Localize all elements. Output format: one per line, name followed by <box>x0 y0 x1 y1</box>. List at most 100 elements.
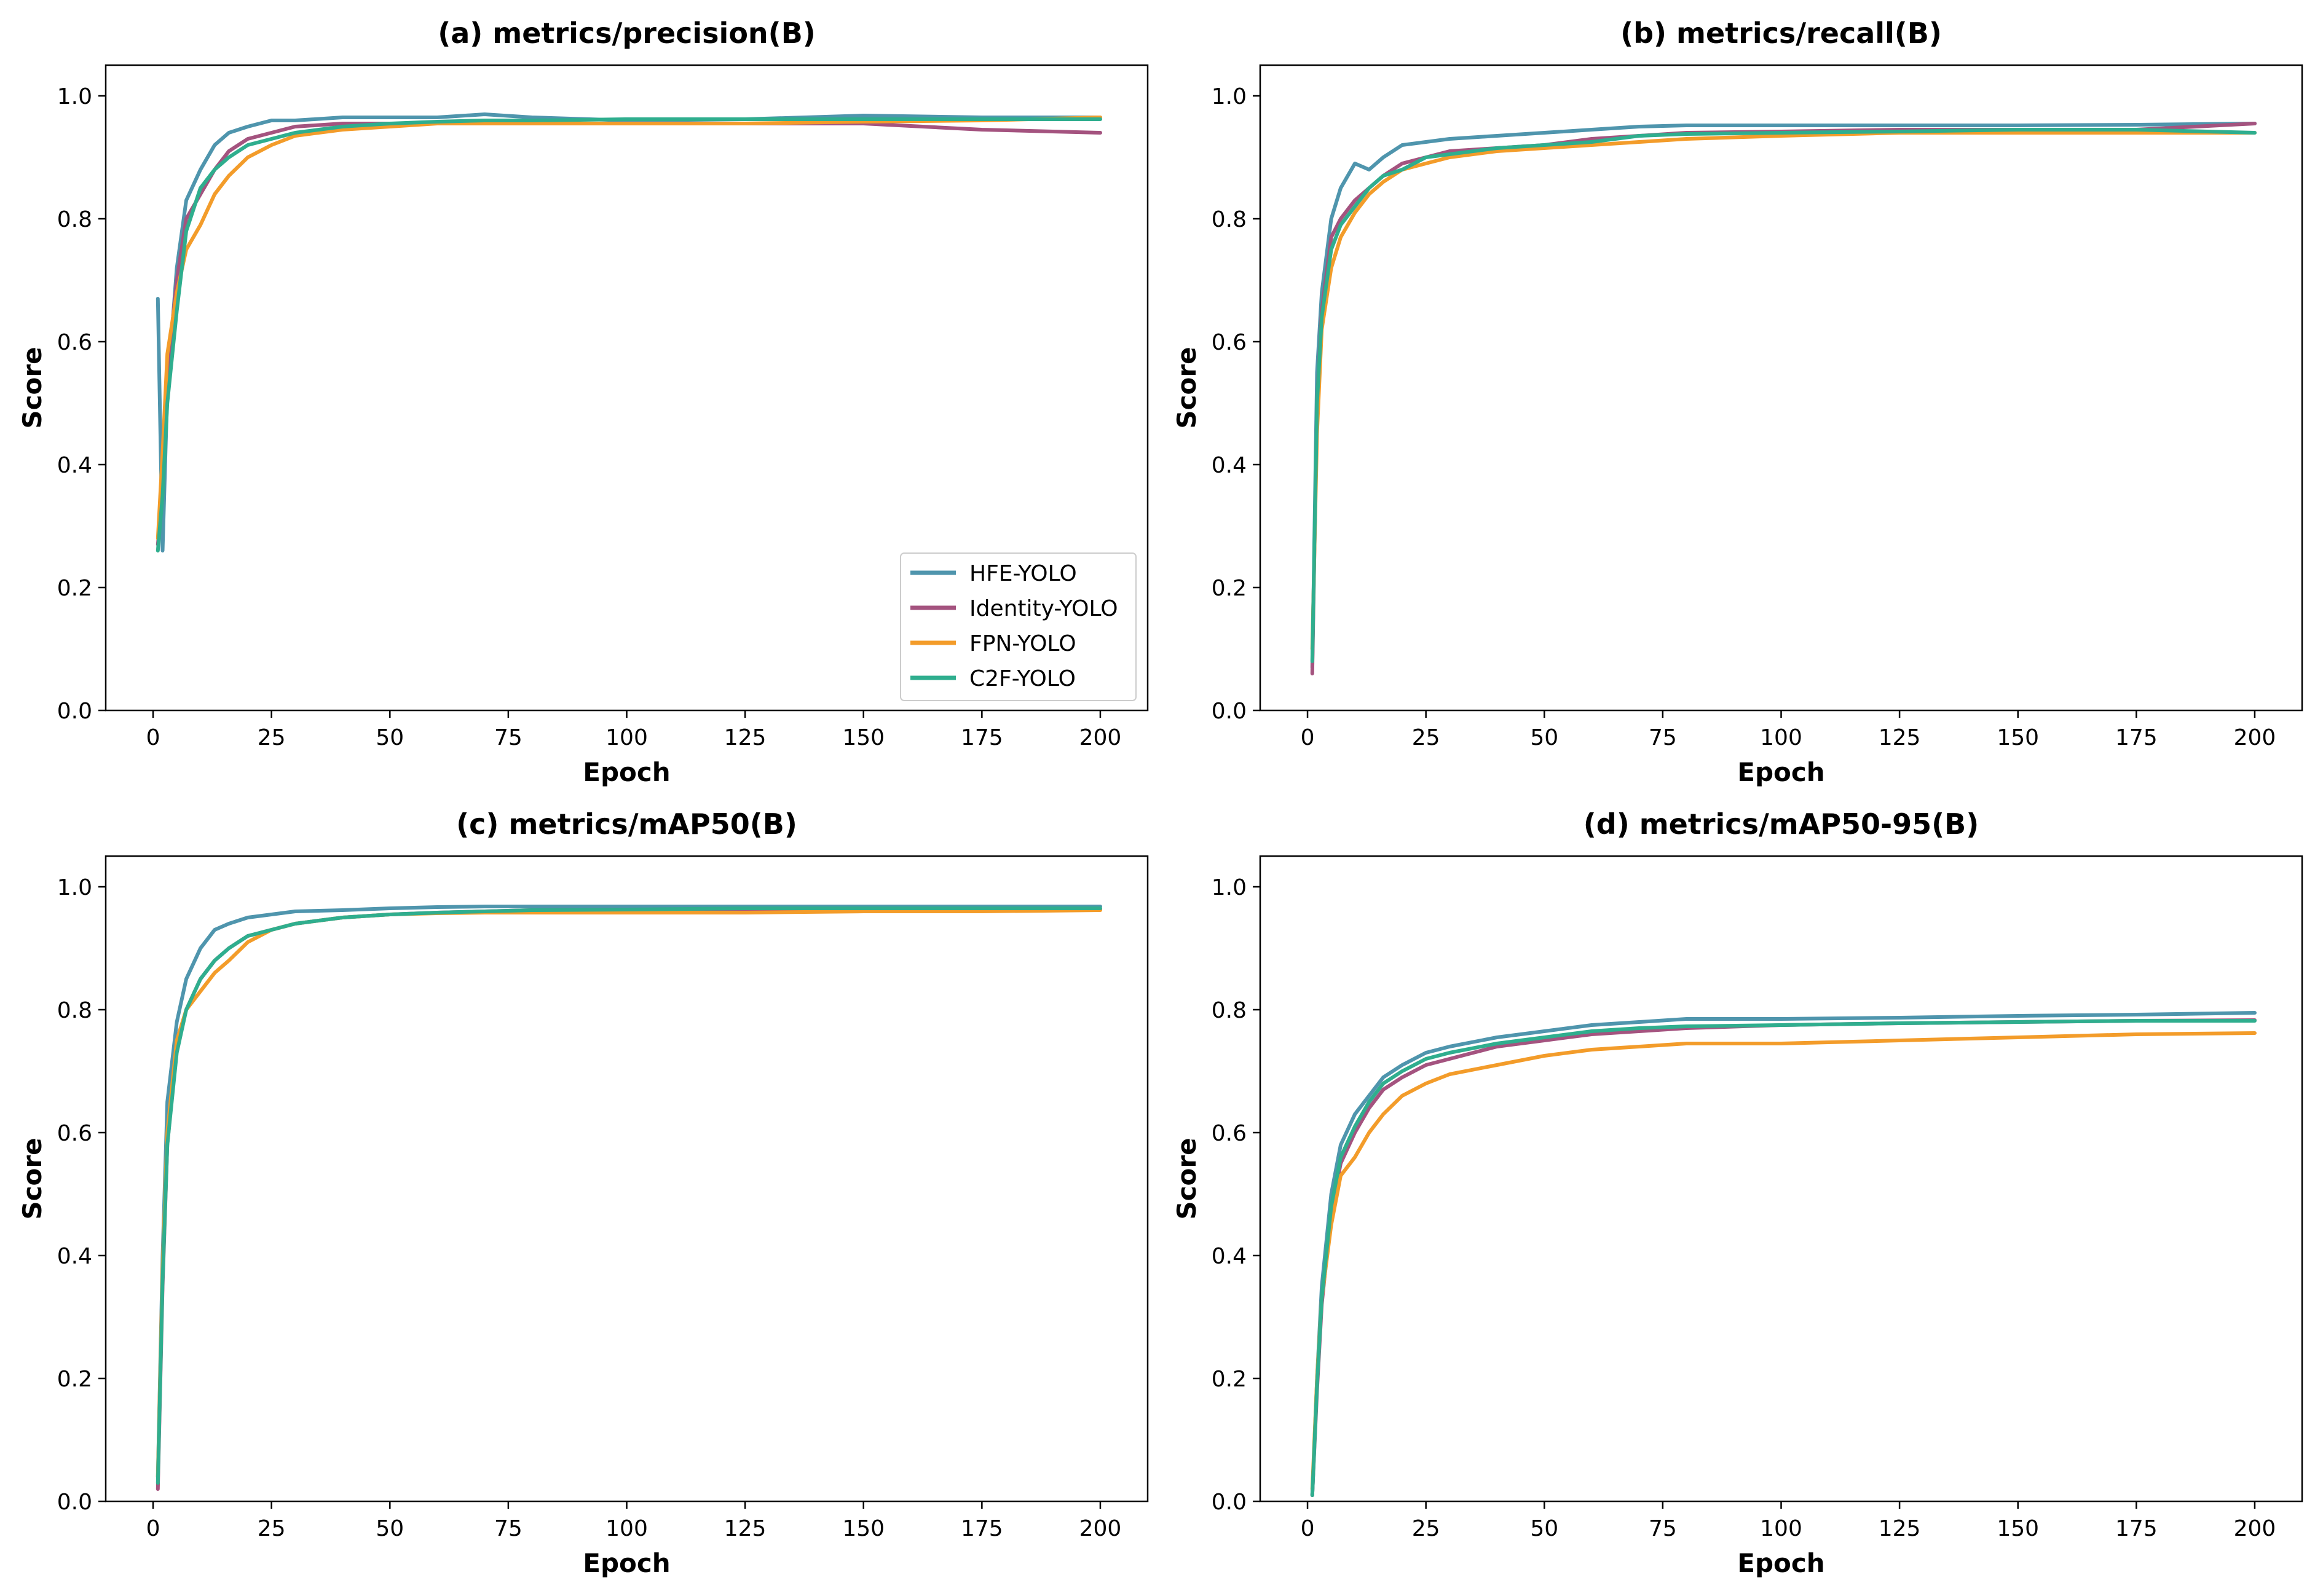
chart-panel-1: (b) metrics/recall(B) 0 25 50 75 100 125 150 175… <box>1172 17 2303 787</box>
series-line-fpn-yolo <box>156 116 1102 540</box>
x-tick-label: 125 <box>724 725 767 750</box>
chart-title: (a) metrics/precision(B) <box>438 17 816 50</box>
y-tick-label: 0.0 <box>57 699 92 724</box>
x-tick-label: 25 <box>1412 725 1440 750</box>
series-line-identity-yolo <box>1310 1018 2257 1497</box>
x-tick-label: 100 <box>1760 1516 1802 1541</box>
y-axis-label: Score <box>17 347 47 428</box>
y-tick-label: 0.8 <box>1212 207 1247 232</box>
y-tick-label: 0.2 <box>1212 576 1247 601</box>
y-axis-label: Score <box>1172 1138 1202 1219</box>
x-tick-label: 150 <box>1997 1516 2039 1541</box>
x-tick-label: 75 <box>494 725 523 750</box>
x-tick-label: 175 <box>961 1516 1003 1541</box>
y-tick-label: 0.6 <box>57 330 92 355</box>
y-tick-label: 0.8 <box>57 998 92 1023</box>
y-tick-label: 0.6 <box>57 1121 92 1146</box>
series-line-hfe-yolo <box>1310 1011 2257 1497</box>
x-axis-label: Epoch <box>583 1548 670 1578</box>
y-tick-label: 1.0 <box>57 84 92 109</box>
series-line-identity-yolo <box>156 908 1102 1491</box>
y-tick-label: 0.6 <box>1212 330 1247 355</box>
legend-label: FPN-YOLO <box>969 631 1076 656</box>
x-axis-label: Epoch <box>1737 757 1824 787</box>
x-tick-label: 50 <box>376 1516 404 1541</box>
chart-panel-0: (a) metrics/precision(B) 0 25 50 75 100 125 150… <box>17 17 1149 787</box>
x-tick-label: 25 <box>1412 1516 1440 1541</box>
series-line-fpn-yolo <box>1310 131 2257 651</box>
y-tick-label: 1.0 <box>1212 84 1247 109</box>
x-tick-label: 200 <box>1079 1516 1122 1541</box>
chart-title: (d) metrics/mAP50-95(B) <box>1584 808 1979 841</box>
x-tick-label: 100 <box>605 725 648 750</box>
legend-label: HFE-YOLO <box>969 561 1077 586</box>
x-tick-label: 150 <box>1997 725 2039 750</box>
x-tick-label: 175 <box>961 725 1003 750</box>
y-tick-label: 0.2 <box>57 576 92 601</box>
x-tick-label: 25 <box>258 1516 286 1541</box>
x-tick-label: 200 <box>1079 725 1122 750</box>
legend-box <box>900 552 1137 701</box>
x-tick-label: 150 <box>842 725 885 750</box>
y-tick-label: 0.0 <box>57 1490 92 1515</box>
x-tick-label: 150 <box>842 1516 885 1541</box>
axes-frame <box>1259 855 2303 1503</box>
x-tick-label: 25 <box>258 725 286 750</box>
x-tick-label: 75 <box>494 1516 523 1541</box>
series-line-fpn-yolo <box>1310 1031 2257 1491</box>
x-tick-label: 50 <box>1530 1516 1558 1541</box>
legend-label: C2F-YOLO <box>969 666 1076 691</box>
y-tick-label: 1.0 <box>57 875 92 900</box>
series-line-c2f-yolo <box>1310 128 2257 663</box>
y-tick-label: 0.6 <box>1212 1121 1247 1146</box>
y-axis-label: Score <box>17 1138 47 1219</box>
x-tick-label: 0 <box>1301 1516 1315 1541</box>
y-tick-label: 0.4 <box>1212 453 1247 478</box>
x-tick-label: 0 <box>146 1516 160 1541</box>
series-line-identity-yolo <box>156 122 1102 546</box>
axes-frame <box>105 855 1149 1503</box>
chart-panel-2: (c) metrics/mAP50(B) 0 25 50 75 100 125 150 175 2… <box>17 808 1149 1578</box>
x-tick-label: 100 <box>1760 725 1802 750</box>
y-tick-label: 0.8 <box>1212 998 1247 1023</box>
x-tick-label: 50 <box>1530 725 1558 750</box>
series-line-c2f-yolo <box>156 117 1102 552</box>
y-tick-label: 1.0 <box>1212 875 1247 900</box>
y-tick-label: 0.2 <box>57 1367 92 1392</box>
y-tick-label: 0.0 <box>1212 1490 1247 1515</box>
x-tick-label: 0 <box>1301 725 1315 750</box>
x-axis-label: Epoch <box>583 757 670 787</box>
series-line-identity-yolo <box>1310 122 2257 675</box>
y-tick-label: 0.4 <box>1212 1244 1247 1269</box>
x-tick-label: 175 <box>2115 725 2158 750</box>
x-tick-label: 200 <box>2234 725 2276 750</box>
x-tick-label: 125 <box>1879 1516 1921 1541</box>
x-axis-label: Epoch <box>1737 1548 1824 1578</box>
series-line-hfe-yolo <box>156 112 1102 552</box>
x-tick-label: 125 <box>1879 725 1921 750</box>
chart-panel-3: (d) metrics/mAP50-95(B) 0 25 50 75 100 125 150 1… <box>1172 808 2303 1578</box>
x-tick-label: 0 <box>146 725 160 750</box>
chart-title: (b) metrics/recall(B) <box>1620 17 1942 50</box>
chart-title: (c) metrics/mAP50(B) <box>456 808 797 841</box>
x-tick-label: 125 <box>724 1516 767 1541</box>
series-line-hfe-yolo <box>1310 122 2257 669</box>
series-line-c2f-yolo <box>1310 1019 2257 1497</box>
x-tick-label: 50 <box>376 725 404 750</box>
series-line-hfe-yolo <box>156 905 1102 1479</box>
y-tick-label: 0.0 <box>1212 699 1247 724</box>
legend-label: Identity-YOLO <box>969 596 1118 621</box>
y-tick-label: 0.8 <box>57 207 92 232</box>
x-tick-label: 175 <box>2115 1516 2158 1541</box>
y-tick-label: 0.2 <box>1212 1367 1247 1392</box>
x-tick-label: 75 <box>1649 725 1677 750</box>
y-axis-label: Score <box>1172 347 1202 428</box>
x-tick-label: 75 <box>1649 1516 1677 1541</box>
y-tick-label: 0.4 <box>57 1244 92 1269</box>
x-tick-label: 200 <box>2234 1516 2276 1541</box>
series-line-fpn-yolo <box>156 908 1102 1479</box>
series-line-c2f-yolo <box>156 906 1102 1485</box>
y-tick-label: 0.4 <box>57 453 92 478</box>
legend: HFE-YOLO Identity-YOLO FPN-YOLO C2F-YOLO <box>900 552 1137 701</box>
